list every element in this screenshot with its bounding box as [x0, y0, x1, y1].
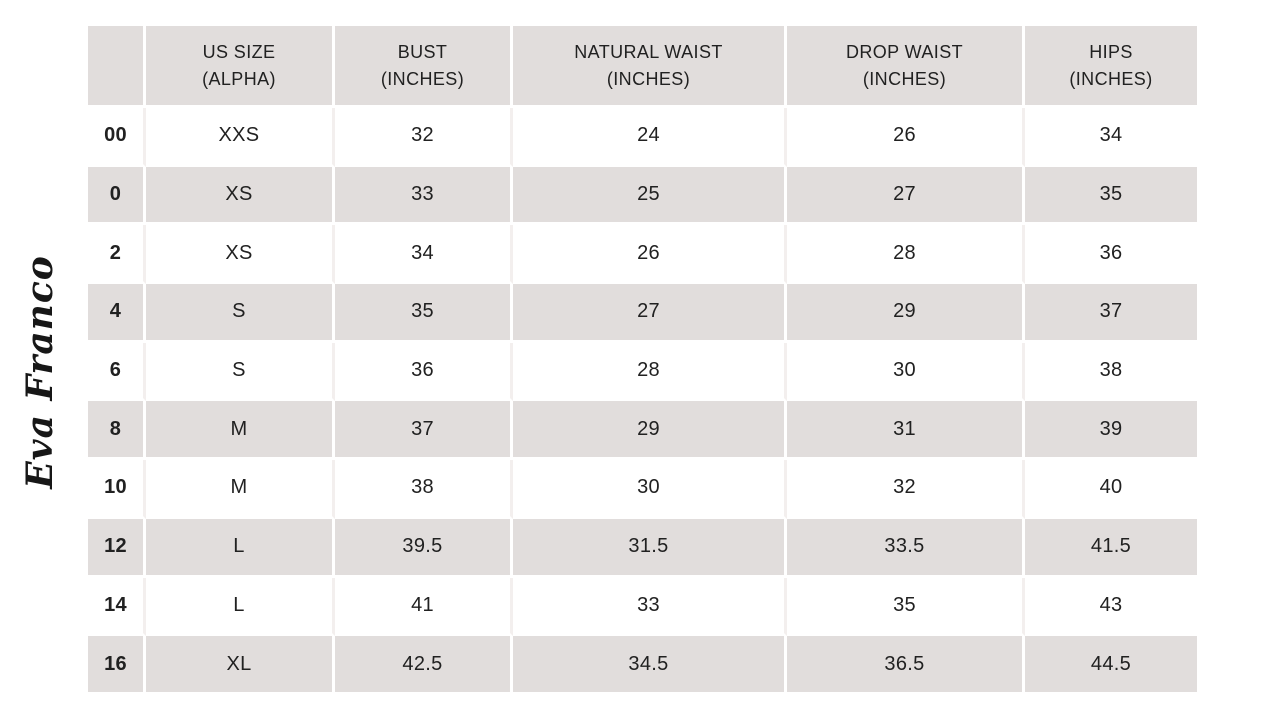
row-size-label: 14 [88, 577, 146, 637]
measurement-cell: 40 [1025, 460, 1197, 519]
size-chart-table: US SIZE (ALPHA) BUST (INCHES) NATURAL WAIS… [88, 26, 1197, 695]
measurement-cell: 39 [1025, 401, 1197, 461]
measurement-cell: 39.5 [335, 518, 513, 578]
measurement-cell: 36.5 [787, 636, 1025, 695]
row-size-label: 0 [88, 166, 146, 226]
table-row: 6 S 36 28 30 38 [88, 342, 1197, 402]
measurement-cell: 32 [335, 108, 513, 167]
table-row: 00 XXS 32 24 26 34 [88, 108, 1197, 167]
corner-header-cell [88, 26, 146, 108]
measurement-cell: XL [146, 636, 335, 695]
row-size-label: 10 [88, 460, 146, 519]
table-row: 12 L 39.5 31.5 33.5 41.5 [88, 518, 1197, 578]
table-row: 14 L 41 33 35 43 [88, 577, 1197, 637]
measurement-cell: XXS [146, 108, 335, 167]
row-size-label: 8 [88, 401, 146, 461]
column-header: DROP WAIST (INCHES) [787, 26, 1025, 108]
measurement-cell: 31 [787, 401, 1025, 461]
measurement-cell: 38 [1025, 342, 1197, 402]
row-size-label: 12 [88, 518, 146, 578]
measurement-cell: 26 [787, 108, 1025, 167]
measurement-cell: 44.5 [1025, 636, 1197, 695]
measurement-cell: 27 [513, 284, 787, 343]
row-size-label: 6 [88, 342, 146, 402]
header-row: US SIZE (ALPHA) BUST (INCHES) NATURAL WAIS… [88, 26, 1197, 108]
measurement-cell: 35 [787, 577, 1025, 637]
measurement-cell: 32 [787, 460, 1025, 519]
table-row: 8 M 37 29 31 39 [88, 401, 1197, 461]
measurement-cell: XS [146, 225, 335, 285]
measurement-cell: M [146, 460, 335, 519]
measurement-cell: 28 [787, 225, 1025, 285]
measurement-cell: 30 [513, 460, 787, 519]
table-row: 0 XS 33 25 27 35 [88, 166, 1197, 226]
measurement-cell: 34 [1025, 108, 1197, 167]
measurement-cell: L [146, 518, 335, 578]
measurement-cell: 26 [513, 225, 787, 285]
measurement-cell: 34.5 [513, 636, 787, 695]
measurement-cell: 33.5 [787, 518, 1025, 578]
measurement-cell: 43 [1025, 577, 1197, 637]
size-chart-body: 00 XXS 32 24 26 34 0 XS 33 25 27 35 2 XS 34 26 28 36 4 S 35 2… [88, 108, 1197, 695]
column-header: HIPS (INCHES) [1025, 26, 1197, 108]
measurement-cell: 34 [335, 225, 513, 285]
row-size-label: 00 [88, 108, 146, 167]
measurement-cell: 27 [787, 166, 1025, 226]
measurement-cell: L [146, 577, 335, 637]
measurement-cell: S [146, 284, 335, 343]
measurement-cell: XS [146, 166, 335, 226]
measurement-cell: 36 [1025, 225, 1197, 285]
measurement-cell: 30 [787, 342, 1025, 402]
measurement-cell: 35 [335, 284, 513, 343]
row-size-label: 16 [88, 636, 146, 695]
measurement-cell: 41.5 [1025, 518, 1197, 578]
table-row: 2 XS 34 26 28 36 [88, 225, 1197, 285]
row-size-label: 4 [88, 284, 146, 343]
measurement-cell: S [146, 342, 335, 402]
measurement-cell: 29 [513, 401, 787, 461]
measurement-cell: M [146, 401, 335, 461]
measurement-cell: 42.5 [335, 636, 513, 695]
row-size-label: 2 [88, 225, 146, 285]
measurement-cell: 33 [513, 577, 787, 637]
measurement-cell: 31.5 [513, 518, 787, 578]
measurement-cell: 35 [1025, 166, 1197, 226]
measurement-cell: 28 [513, 342, 787, 402]
measurement-cell: 36 [335, 342, 513, 402]
table-row: 10 M 38 30 32 40 [88, 460, 1197, 519]
measurement-cell: 41 [335, 577, 513, 637]
table-row: 4 S 35 27 29 37 [88, 284, 1197, 343]
eva-franco-logo: Eva Franco [19, 255, 61, 490]
table-row: 16 XL 42.5 34.5 36.5 44.5 [88, 636, 1197, 695]
column-header: US SIZE (ALPHA) [146, 26, 335, 108]
measurement-cell: 37 [1025, 284, 1197, 343]
column-header: NATURAL WAIST (INCHES) [513, 26, 787, 108]
measurement-cell: 29 [787, 284, 1025, 343]
measurement-cell: 38 [335, 460, 513, 519]
measurement-cell: 33 [335, 166, 513, 226]
measurement-cell: 24 [513, 108, 787, 167]
measurement-cell: 37 [335, 401, 513, 461]
column-header: BUST (INCHES) [335, 26, 513, 108]
measurement-cell: 25 [513, 166, 787, 226]
logo-text: Eva Franco [19, 255, 61, 490]
